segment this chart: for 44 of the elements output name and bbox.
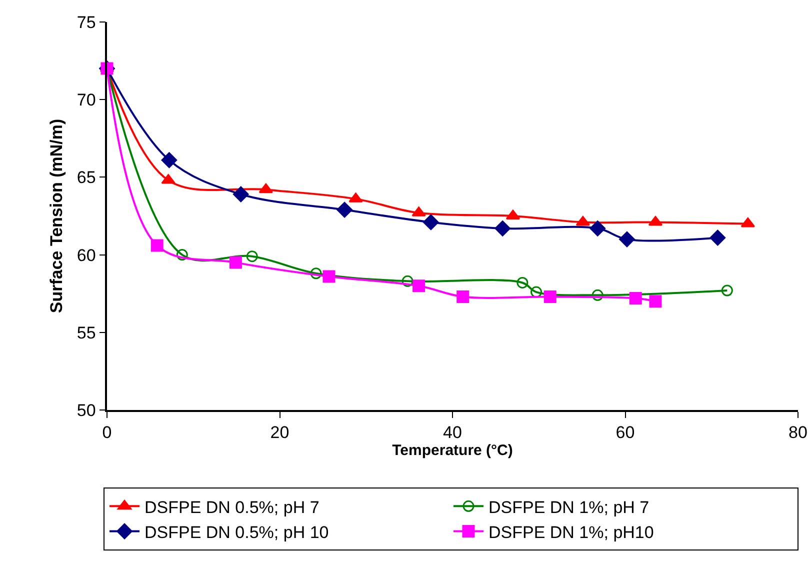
x-axis-title: Temperature (°C)	[392, 442, 513, 460]
point	[229, 256, 242, 269]
point	[322, 270, 336, 283]
point	[649, 295, 662, 308]
point	[530, 286, 542, 298]
point	[710, 230, 726, 246]
point	[629, 292, 642, 305]
x-tick-label: 60	[616, 423, 635, 442]
point	[576, 216, 590, 226]
legend-label: DSFPE DN 0.5%; pH 10	[144, 522, 329, 542]
point	[494, 220, 510, 236]
point	[336, 202, 352, 218]
point	[402, 275, 414, 287]
legend-label: DSFPE DN 1%; pH 7	[488, 498, 650, 517]
point	[590, 220, 606, 236]
x-tick-label: 40	[443, 423, 462, 442]
point	[246, 250, 258, 262]
y-tick-label: 50	[76, 400, 96, 420]
legend-label: DSFPE DN 0.5%; pH 7	[144, 498, 320, 517]
point	[516, 276, 528, 288]
y-tick-label: 75	[76, 12, 96, 32]
legend-label: DSFPE DN 1%; pH10	[488, 522, 654, 542]
point	[423, 214, 439, 230]
point	[232, 186, 249, 202]
point	[176, 249, 188, 261]
y-tick-label: 70	[76, 90, 96, 110]
y-tick-label: 65	[76, 168, 96, 188]
point	[648, 216, 663, 226]
point	[544, 290, 556, 303]
x-tick-label: 0	[102, 423, 112, 442]
point	[592, 289, 604, 301]
y-tick-label: 55	[76, 323, 96, 342]
x-tick-label: 80	[788, 423, 808, 442]
point	[161, 152, 178, 168]
point	[619, 231, 635, 248]
point	[258, 183, 274, 194]
point	[721, 284, 733, 296]
y-tick-label: 60	[76, 246, 96, 265]
y-axis-title: Surface Tension (mN/m)	[46, 118, 66, 314]
point	[310, 268, 322, 280]
point	[150, 239, 164, 252]
x-tick-label: 20	[270, 423, 290, 442]
point	[456, 290, 470, 303]
point	[412, 280, 426, 292]
